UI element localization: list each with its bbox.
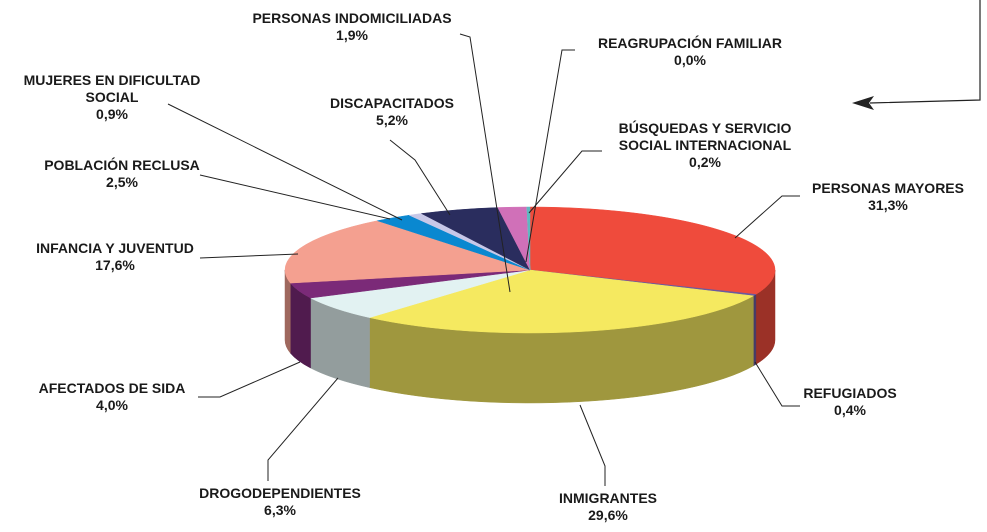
value-label: 2,5%	[106, 174, 138, 190]
category-name: POBLACIÓN RECLUSA	[44, 157, 200, 173]
category-name: DISCAPACITADOS	[330, 95, 454, 111]
slice-label: PERSONAS INDOMICILIADAS 1,9%	[222, 10, 482, 44]
leader-line	[199, 253, 299, 259]
leader-line	[528, 150, 602, 214]
slice	[529, 206, 776, 295]
leader-line	[198, 361, 301, 398]
category-name: DROGODEPENDIENTES	[199, 485, 361, 501]
slice-label: MUJERES EN DIFICULTAD SOCIAL 0,9%	[22, 72, 202, 123]
value-label: 4,0%	[96, 397, 128, 413]
leader-line	[389, 139, 451, 216]
slice-side	[753, 293, 757, 367]
leader-line	[525, 49, 575, 263]
value-label: 0,2%	[689, 154, 721, 170]
category-name: INFANCIA Y JUVENTUD	[36, 240, 194, 256]
value-label: 31,3%	[868, 197, 908, 213]
slice	[368, 269, 755, 334]
category-name: BÚSQUEDAS Y SERVICIO SOCIAL INTERNACIONA…	[618, 120, 792, 153]
category-name: PERSONAS INDOMICILIADAS	[252, 10, 452, 26]
category-name: AFECTADOS DE SIDA	[38, 380, 186, 396]
value-label: 0,4%	[834, 402, 866, 418]
category-name: PERSONAS MAYORES	[812, 180, 964, 196]
leader-line	[734, 195, 800, 239]
slice-label: POBLACIÓN RECLUSA 2,5%	[0, 157, 252, 191]
value-label: 29,6%	[588, 507, 628, 523]
category-name: REAGRUPACIÓN FAMILIAR	[597, 35, 783, 51]
leader-line	[167, 103, 403, 221]
slice-label: AFECTADOS DE SIDA 4,0%	[0, 380, 242, 414]
slice	[526, 206, 531, 271]
category-name: MUJERES EN DIFICULTAD SOCIAL	[23, 72, 201, 105]
leader-line	[459, 33, 511, 293]
value-label: 5,2%	[376, 112, 408, 128]
leader-line	[267, 377, 339, 481]
leader-line	[754, 361, 800, 407]
slice-label: INFANCIA Y JUVENTUD 17,6%	[0, 240, 245, 274]
value-label: 6,3%	[264, 502, 296, 518]
annotation-arrow	[869, 0, 981, 104]
slice-label: BÚSQUEDAS Y SERVICIO SOCIAL INTERNACIONA…	[600, 120, 810, 171]
slice-label: DROGODEPENDIENTES 6,3%	[150, 485, 410, 519]
slice-label: PERSONAS MAYORES 31,3%	[758, 180, 987, 214]
slice-label: REAGRUPACIÓN FAMILIAR 0,0%	[560, 35, 820, 69]
slice	[284, 220, 531, 284]
leader-line	[199, 174, 391, 220]
value-label: 1,9%	[336, 27, 368, 43]
leader-line	[579, 404, 606, 486]
slice-label: DISCAPACITADOS 5,2%	[262, 95, 522, 129]
slice-label: INMIGRANTES 29,6%	[478, 490, 738, 524]
category-name: INMIGRANTES	[559, 490, 657, 506]
slice-label: REFUGIADOS 0,4%	[720, 385, 980, 419]
value-label: 0,9%	[96, 106, 128, 122]
value-label: 17,6%	[95, 257, 135, 273]
category-name: REFUGIADOS	[803, 385, 897, 401]
arrow-head	[852, 96, 874, 110]
value-label: 0,0%	[674, 52, 706, 68]
